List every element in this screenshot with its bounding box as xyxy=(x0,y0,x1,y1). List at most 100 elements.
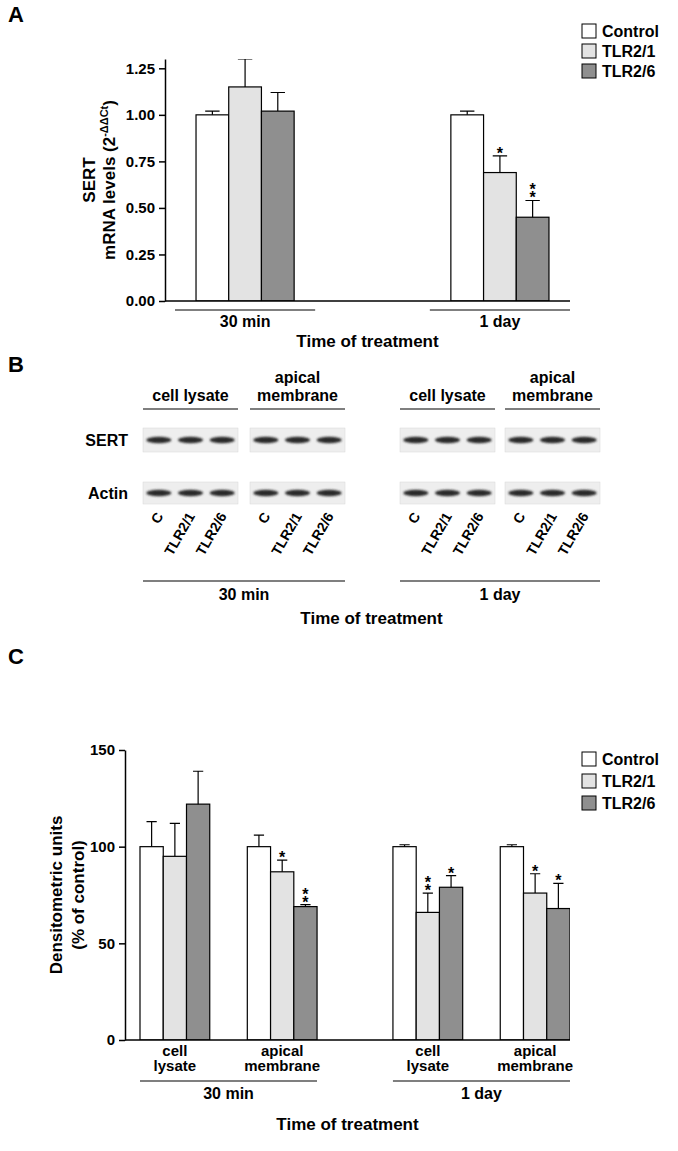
blot-band xyxy=(146,490,171,496)
y-tick: 0.75 xyxy=(126,153,165,170)
y-tick-mark xyxy=(119,1040,125,1042)
bar xyxy=(163,856,186,1040)
error-bar xyxy=(460,111,474,115)
fraction-label-line: cell lysate xyxy=(152,387,229,404)
bar xyxy=(416,912,439,1040)
y-tick: 0 xyxy=(107,1031,125,1048)
fraction-label: apicalmembrane xyxy=(257,369,338,404)
blot-band xyxy=(467,437,492,443)
blot-band xyxy=(508,437,533,443)
y-tick: 0.50 xyxy=(126,199,165,216)
lane-label: TLR2/6 xyxy=(300,509,337,558)
y-tick-label: 0.50 xyxy=(126,199,155,216)
y-axis-title-text: (% of control) xyxy=(69,840,88,950)
y-tick: 150 xyxy=(90,741,125,758)
legend-swatch xyxy=(582,24,596,38)
significance-char: * xyxy=(497,145,504,162)
lane-label: C xyxy=(255,510,274,527)
fraction-label-line: apical xyxy=(275,369,320,386)
legend-swatch xyxy=(582,774,596,788)
blot-strip xyxy=(400,428,495,452)
fraction-label: cell lysate xyxy=(152,387,229,404)
blot-strip xyxy=(250,428,345,452)
blot-band xyxy=(540,437,565,443)
fraction-label-line: apical xyxy=(530,369,575,386)
blot-band xyxy=(403,490,428,496)
significance: * xyxy=(448,865,455,882)
y-axis-line xyxy=(165,60,167,302)
bar xyxy=(271,872,294,1040)
y-tick-mark xyxy=(159,254,165,256)
group-separator xyxy=(400,580,600,581)
y-tick: 1.00 xyxy=(126,106,165,123)
fraction-separator xyxy=(143,408,238,409)
fraction-separator xyxy=(250,408,345,409)
legend-label: TLR2/1 xyxy=(602,773,655,790)
y-tick-mark xyxy=(159,301,165,303)
y-axis-title: SERT xyxy=(80,157,99,203)
blot-band xyxy=(403,437,428,443)
group-separator xyxy=(393,1080,570,1081)
y-tick-mark xyxy=(119,846,125,848)
y-axis-title-text: SERT xyxy=(80,157,99,203)
y-tick: 100 xyxy=(90,838,125,855)
legend-label: TLR2/1 xyxy=(602,43,655,60)
x-axis-line xyxy=(165,300,570,302)
blot-band xyxy=(210,490,235,496)
category-label-line: membrane xyxy=(244,1057,320,1074)
blot-band xyxy=(253,437,278,443)
lane-label: TLR2/6 xyxy=(193,509,230,558)
error-bar xyxy=(193,771,203,804)
bar xyxy=(140,847,163,1040)
blot-band xyxy=(540,490,565,496)
y-tick-label: 50 xyxy=(98,935,115,952)
error-bar xyxy=(147,822,157,847)
fraction-separator xyxy=(400,408,495,409)
y-axis-title: Densitometric units xyxy=(47,816,66,975)
y-tick-mark xyxy=(159,68,165,70)
category-label: celllysate xyxy=(407,1042,450,1074)
y-tick-label: 1.25 xyxy=(126,60,155,77)
significance: ** xyxy=(425,874,432,899)
panel: C********050100150celllysateapicalmembra… xyxy=(8,644,659,1134)
panel-label: B xyxy=(8,352,24,377)
fraction-separator xyxy=(505,408,600,409)
category-label: celllysate xyxy=(154,1042,197,1074)
legend-label: TLR2/6 xyxy=(602,63,655,80)
y-tick-label: 100 xyxy=(90,838,115,855)
category-label-line: lysate xyxy=(407,1057,450,1074)
error-bar xyxy=(254,835,264,847)
significance-char: * xyxy=(425,882,432,899)
fraction-label: apicalmembrane xyxy=(512,369,593,404)
row-label: Actin xyxy=(88,485,128,502)
blot-band xyxy=(210,437,235,443)
group-label: 30 min xyxy=(203,1085,254,1102)
blot-band xyxy=(435,490,460,496)
panel-label: A xyxy=(8,2,24,27)
significance-char: * xyxy=(279,849,286,866)
bar xyxy=(196,115,229,301)
category-label-line: lysate xyxy=(154,1057,197,1074)
bar xyxy=(261,111,294,301)
figure-container: A***0.000.250.500.751.001.2530 min1 dayT… xyxy=(0,0,678,1151)
significance: * xyxy=(532,863,539,880)
blot-band xyxy=(178,437,203,443)
significance-char: * xyxy=(302,894,309,911)
y-tick-label: 150 xyxy=(90,741,115,758)
bar xyxy=(451,115,484,301)
bar xyxy=(294,907,317,1040)
blot-strip xyxy=(250,482,345,504)
x-axis-title: Time of treatment xyxy=(296,332,439,351)
blot-band xyxy=(317,490,342,496)
legend-swatch xyxy=(582,64,596,78)
error-bar xyxy=(205,111,219,115)
lane-label: TLR2/6 xyxy=(450,509,487,558)
lane-label: TLR2/6 xyxy=(555,509,592,558)
significance: * xyxy=(497,145,504,162)
lane-label: C xyxy=(510,510,529,527)
annotations: *** xyxy=(497,145,537,207)
error-bar xyxy=(399,845,409,847)
blot-band xyxy=(435,437,460,443)
category-label: apicalmembrane xyxy=(497,1042,573,1074)
legend-label: Control xyxy=(602,751,659,768)
